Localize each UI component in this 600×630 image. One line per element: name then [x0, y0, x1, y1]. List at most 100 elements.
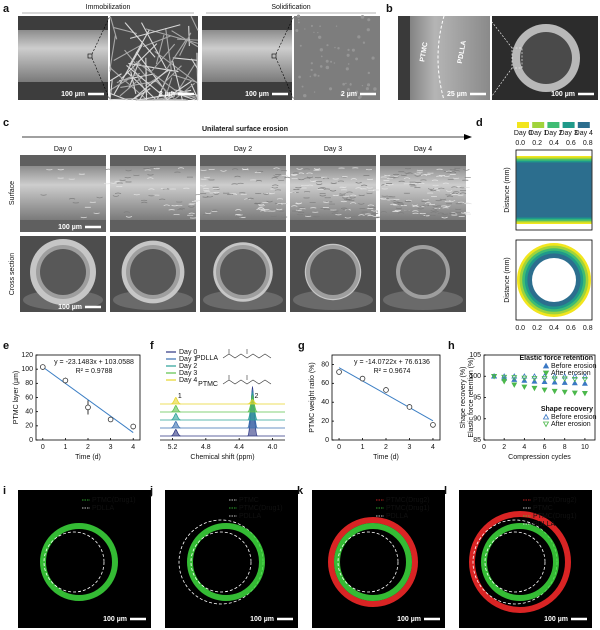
texture	[281, 175, 288, 177]
texture	[319, 65, 323, 68]
legend-swatch	[562, 122, 575, 128]
texture	[295, 29, 299, 33]
data-point	[501, 374, 508, 381]
x-tick-label: 0.4	[549, 140, 559, 147]
x-tick-label: 2	[86, 444, 90, 451]
texture	[414, 173, 421, 175]
scale-bar-label: 100 µm	[58, 224, 82, 231]
texture	[313, 91, 316, 93]
texture	[366, 187, 373, 189]
texture	[360, 184, 368, 187]
texture	[441, 216, 448, 219]
texture	[188, 203, 195, 206]
texture	[271, 177, 278, 179]
fluorescent-layer	[469, 511, 571, 613]
x-axis-label: Chemical shift (ppm)	[190, 454, 254, 461]
texture	[313, 168, 321, 170]
x-tick-label: 1	[63, 444, 67, 451]
data-point	[39, 364, 46, 370]
texture	[452, 177, 460, 179]
texture	[365, 87, 369, 91]
spectrum-peak	[170, 428, 181, 437]
texture	[247, 197, 254, 200]
texture	[220, 170, 227, 172]
layer-outline	[337, 531, 399, 593]
zoom-line	[491, 67, 513, 97]
texture	[276, 203, 283, 205]
layer-label: PTMC(Drug2)	[386, 497, 430, 504]
scale-bar-label: 100 µm	[397, 616, 421, 623]
texture	[200, 184, 207, 187]
texture	[289, 191, 297, 193]
arrow-head	[464, 134, 472, 140]
texture	[346, 53, 350, 57]
spectrum-peak	[170, 396, 181, 405]
texture	[40, 194, 47, 196]
texture	[124, 176, 131, 179]
texture	[319, 48, 324, 52]
texture	[322, 177, 330, 179]
zoom-line	[275, 15, 295, 55]
texture	[297, 21, 300, 24]
fiber	[156, 69, 172, 101]
layer-outline	[190, 531, 252, 593]
layer-label: PTMC(Drug1)	[386, 505, 430, 512]
y-axis-label: Shape recovery (%)	[460, 367, 467, 429]
texture	[296, 168, 303, 170]
tube-lumen	[310, 249, 356, 295]
legend-label: Day 4	[575, 130, 593, 137]
fiber	[179, 32, 192, 56]
day-label: Day 4	[414, 146, 432, 153]
fiber	[109, 35, 116, 69]
x-tick-label: 0.2	[532, 140, 542, 147]
texture	[317, 74, 320, 77]
x-tick-label: 5.2	[168, 444, 178, 451]
texture	[276, 208, 283, 211]
x-tick-label: 4	[131, 444, 135, 451]
tube-lumen	[220, 249, 266, 295]
x-tick-label: 0.6	[566, 140, 576, 147]
texture	[442, 182, 450, 185]
texture	[443, 175, 450, 177]
row-label: Surface	[9, 181, 16, 205]
texture	[437, 212, 444, 214]
texture	[451, 186, 458, 188]
x-tick-label: 4.0	[268, 444, 278, 451]
fiber	[142, 35, 171, 48]
x-tick-label: 4	[522, 444, 526, 451]
fiber	[109, 67, 148, 101]
texture	[149, 166, 157, 169]
data-point	[406, 404, 413, 410]
texture	[340, 93, 343, 97]
fiber-strand	[18, 30, 108, 82]
fluorescent-layer	[334, 523, 412, 601]
legend-label: Day 2	[544, 130, 562, 137]
texture	[273, 167, 280, 170]
layer-label: PTMC(Drug2)	[533, 497, 577, 504]
texture	[304, 177, 311, 179]
texture	[333, 62, 336, 64]
fiber	[171, 30, 199, 48]
texture	[406, 172, 413, 174]
lumen	[532, 258, 576, 302]
texture	[427, 188, 435, 190]
texture	[380, 211, 387, 213]
texture	[392, 202, 400, 204]
fit-line	[42, 366, 134, 433]
data-point	[571, 376, 578, 383]
data-point	[571, 373, 578, 379]
y-tick-label: 40	[25, 409, 33, 416]
texture	[280, 216, 288, 218]
y-tick-label: 40	[321, 399, 329, 406]
fiber	[164, 77, 173, 101]
texture	[68, 198, 76, 200]
fiber	[136, 92, 183, 101]
layer-outline	[43, 531, 105, 593]
y-axis-label: Distance (mm)	[504, 167, 511, 213]
x-axis-label: Time (d)	[75, 454, 101, 461]
structure	[222, 349, 272, 359]
data-point	[107, 416, 114, 423]
structure-label: PDLLA	[196, 355, 219, 362]
zoom-box	[511, 47, 523, 69]
